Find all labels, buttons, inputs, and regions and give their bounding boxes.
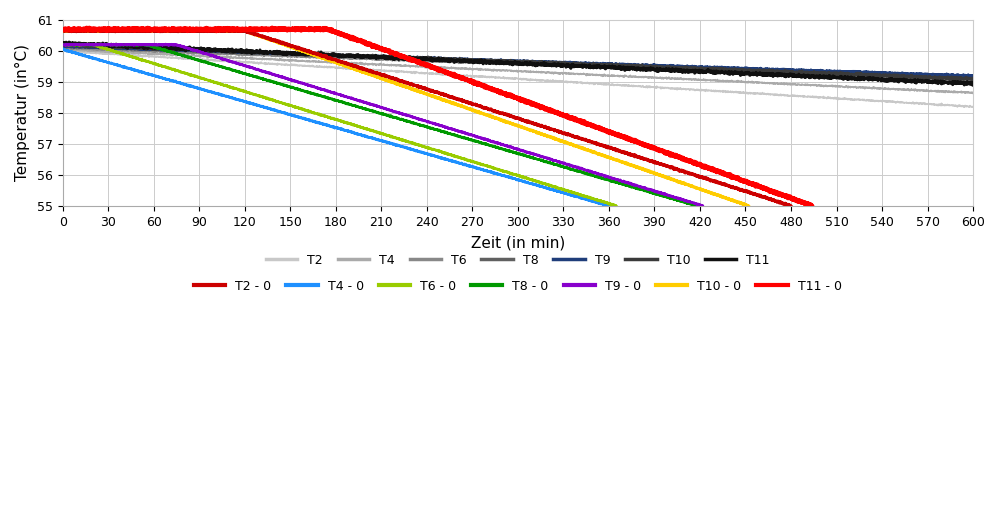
X-axis label: Zeit (in min): Zeit (in min) <box>471 235 565 250</box>
Legend: T2 - 0, T4 - 0, T6 - 0, T8 - 0, T9 - 0, T10 - 0, T11 - 0: T2 - 0, T4 - 0, T6 - 0, T8 - 0, T9 - 0, … <box>194 280 842 292</box>
Y-axis label: Temperatur (in°C): Temperatur (in°C) <box>15 44 30 181</box>
